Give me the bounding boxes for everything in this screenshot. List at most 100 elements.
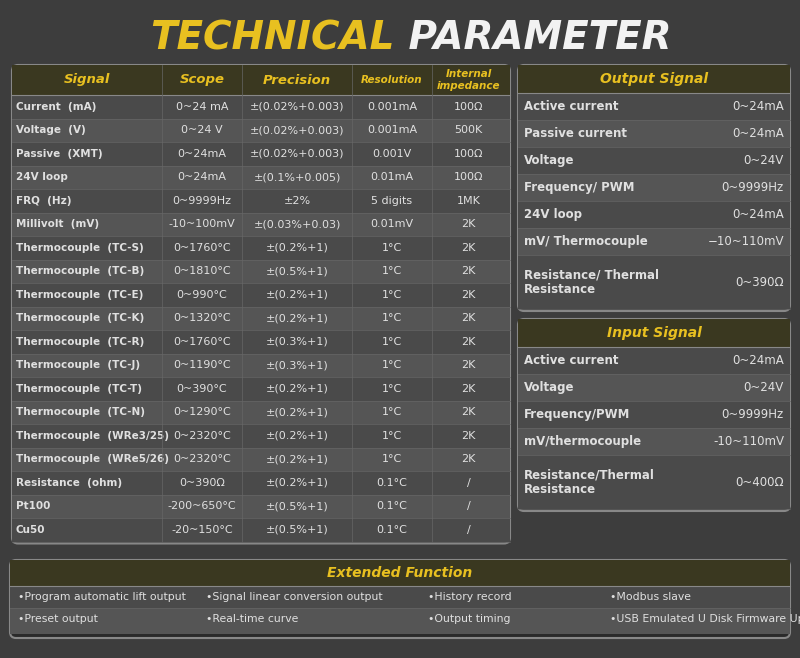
Text: 0~24mA: 0~24mA [732,354,784,367]
Text: 100Ω: 100Ω [454,102,483,112]
Text: 0~2320°C: 0~2320°C [173,431,231,441]
FancyBboxPatch shape [518,65,790,311]
Text: ±(0.5%+1): ±(0.5%+1) [266,501,328,511]
Bar [12,401,510,424]
Text: ±(0.02%+0.003): ±(0.02%+0.003) [250,102,344,112]
Text: 0~390Ω: 0~390Ω [735,276,784,288]
Text: 2K: 2K [462,337,476,347]
Text: •USB Emulated U Disk Firmware Upgrade: •USB Emulated U Disk Firmware Upgrade [610,614,800,624]
Text: Scope: Scope [179,74,225,86]
Text: Output Signal: Output Signal [600,72,708,86]
Text: 2K: 2K [462,266,476,276]
Text: 2K: 2K [462,243,476,253]
Text: 0~1290°C: 0~1290°C [173,407,231,417]
Text: 1°C: 1°C [382,313,402,323]
Bar [12,189,510,213]
Text: -10~100mV: -10~100mV [169,219,235,229]
Text: •Program automatic lift output: •Program automatic lift output [18,592,186,602]
Bar [12,283,510,307]
Bar [12,424,510,447]
Text: 0~1190°C: 0~1190°C [173,360,231,370]
Text: ±(0.5%+1): ±(0.5%+1) [266,266,328,276]
Text: Pt100: Pt100 [16,501,50,511]
Text: 2K: 2K [462,313,476,323]
FancyBboxPatch shape [12,65,510,544]
Text: ±(0.2%+1): ±(0.2%+1) [266,407,329,417]
Bar [518,455,790,509]
Bar [518,147,790,174]
Bar [12,95,510,118]
Text: Precision: Precision [263,74,331,86]
Bar [12,166,510,189]
Text: /: / [466,478,470,488]
Text: Resistance/ Thermal
Resistance: Resistance/ Thermal Resistance [524,268,659,296]
Text: Thermocouple  (TC-B): Thermocouple (TC-B) [16,266,144,276]
Text: 0.01mV: 0.01mV [370,219,414,229]
Text: Current  (mA): Current (mA) [16,102,96,112]
Text: 2K: 2K [462,290,476,300]
Text: 1°C: 1°C [382,454,402,465]
Bar [12,447,510,471]
Text: •Preset output: •Preset output [18,614,98,624]
Text: 0~400Ω: 0~400Ω [735,476,784,488]
Text: 500K: 500K [454,125,482,136]
Text: •Modbus slave: •Modbus slave [610,592,691,602]
Bar [518,228,790,255]
FancyBboxPatch shape [10,560,790,638]
Text: 0~1760°C: 0~1760°C [173,337,231,347]
Text: Thermocouple  (TC-N): Thermocouple (TC-N) [16,407,145,417]
Text: Millivolt  (mV): Millivolt (mV) [16,219,99,229]
Text: Extended Function: Extended Function [327,566,473,580]
Text: ±(0.02%+0.003): ±(0.02%+0.003) [250,149,344,159]
Text: ±(0.2%+1): ±(0.2%+1) [266,313,329,323]
Text: 0~1760°C: 0~1760°C [173,243,231,253]
Text: 0~1810°C: 0~1810°C [173,266,231,276]
Text: Frequency/ PWM: Frequency/ PWM [524,181,634,194]
Bar [12,259,510,283]
Text: 0~24mA: 0~24mA [178,172,226,182]
Text: ±(0.3%+1): ±(0.3%+1) [266,360,328,370]
Text: 0.1°C: 0.1°C [377,501,407,511]
Bar [12,142,510,166]
Text: Thermocouple  (TC-K): Thermocouple (TC-K) [16,313,144,323]
Text: 1°C: 1°C [382,337,402,347]
Text: 0~24mA: 0~24mA [732,100,784,113]
Text: mV/thermocouple: mV/thermocouple [524,435,641,448]
Text: •History record: •History record [428,592,512,602]
Text: FRQ  (Hz): FRQ (Hz) [16,195,71,206]
Text: Resistance/Thermal
Resistance: Resistance/Thermal Resistance [524,468,655,496]
Text: 2K: 2K [462,431,476,441]
Bar [518,374,790,401]
Bar [518,319,790,347]
Text: 1°C: 1°C [382,243,402,253]
Text: 0~24 mA: 0~24 mA [176,102,228,112]
Text: ±(0.2%+1): ±(0.2%+1) [266,431,329,441]
Bar [518,428,790,455]
Text: 0~24 V: 0~24 V [181,125,223,136]
Text: Frequency/PWM: Frequency/PWM [524,408,630,421]
Bar [518,93,790,120]
Text: Thermocouple  (TC-T): Thermocouple (TC-T) [16,384,142,393]
Text: 0~24mA: 0~24mA [732,208,784,221]
Text: ±(0.2%+1): ±(0.2%+1) [266,243,329,253]
Text: 100Ω: 100Ω [454,149,483,159]
Text: 0~1320°C: 0~1320°C [173,313,231,323]
FancyBboxPatch shape [518,319,790,511]
Text: ±(0.1%+0.005): ±(0.1%+0.005) [254,172,341,182]
Text: 2K: 2K [462,360,476,370]
Text: 0~390°C: 0~390°C [177,384,227,393]
Text: 0.001mA: 0.001mA [367,125,417,136]
Text: 0~24mA: 0~24mA [178,149,226,159]
Text: 2K: 2K [462,407,476,417]
Text: /: / [466,501,470,511]
Text: Thermocouple  (TC-S): Thermocouple (TC-S) [16,243,144,253]
Text: Active current: Active current [524,100,618,113]
Text: 24V loop: 24V loop [16,172,68,182]
Text: ±(0.03%+0.03): ±(0.03%+0.03) [254,219,341,229]
Text: •Output timing: •Output timing [428,614,510,624]
Bar [12,330,510,353]
Text: Active current: Active current [524,354,618,367]
Bar [518,347,790,374]
Bar [518,201,790,228]
Bar [518,65,790,93]
